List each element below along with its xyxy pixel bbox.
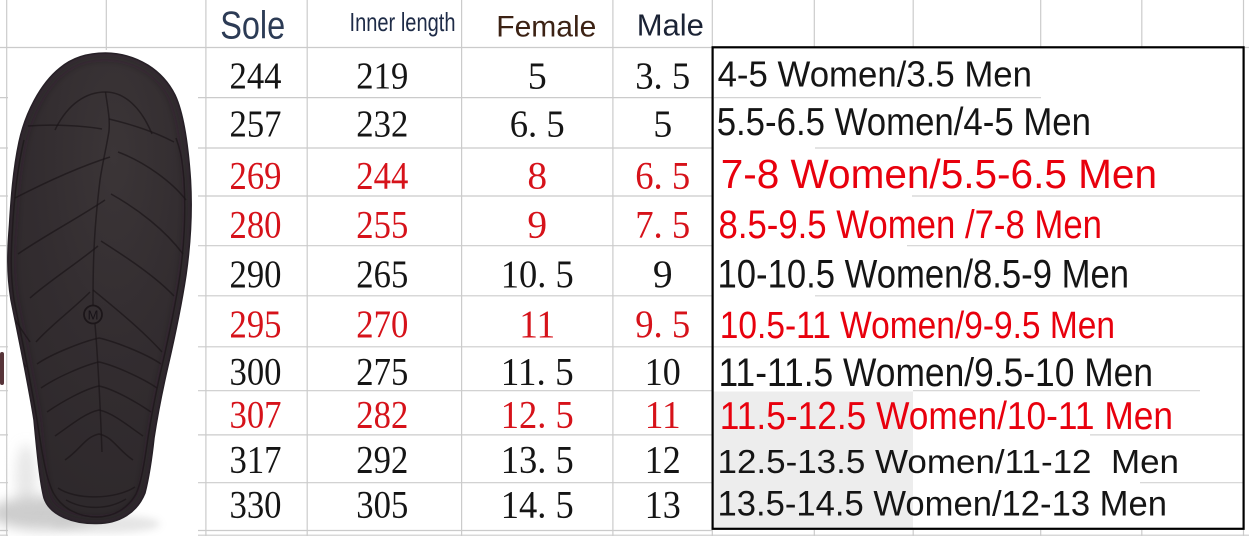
svg-text:7-8 Women/5.5-6.5 Men: 7-8 Women/5.5-6.5 Men <box>721 151 1157 197</box>
svg-text:5.5-6.5 Women/4-5 Men: 5.5-6.5 Women/4-5 Men <box>717 101 1091 144</box>
svg-text:Male: Male <box>637 7 704 42</box>
svg-text:10-10.5 Women/8.5-9 Men: 10-10.5 Women/8.5-9 Men <box>718 252 1130 296</box>
svg-text:8.5-9.5 Women /7-8 Men: 8.5-9.5 Women /7-8 Men <box>719 203 1103 247</box>
svg-text:8: 8 <box>527 153 547 197</box>
svg-text:7. 5: 7. 5 <box>635 202 690 246</box>
svg-text:9: 9 <box>653 252 673 296</box>
svg-text:270: 270 <box>356 302 408 346</box>
svg-text:M: M <box>88 308 99 323</box>
svg-text:13: 13 <box>645 483 681 527</box>
svg-text:257: 257 <box>230 104 282 146</box>
svg-text:265: 265 <box>356 252 408 296</box>
svg-text:6. 5: 6. 5 <box>510 104 565 146</box>
svg-text:12.5-13.5 Women/11-12 Men: 12.5-13.5 Women/11-12 Men <box>718 444 1180 481</box>
svg-text:14. 5: 14. 5 <box>501 483 574 527</box>
svg-text:11: 11 <box>519 302 555 346</box>
svg-text:292: 292 <box>356 438 408 482</box>
svg-text:280: 280 <box>230 202 282 246</box>
svg-text:317: 317 <box>230 438 282 482</box>
svg-text:282: 282 <box>356 393 408 437</box>
svg-text:4-5 Women/3.5 Men: 4-5 Women/3.5 Men <box>718 54 1032 95</box>
svg-text:255: 255 <box>356 202 408 246</box>
svg-text:232: 232 <box>356 104 408 146</box>
svg-text:305: 305 <box>356 483 408 527</box>
svg-text:13. 5: 13. 5 <box>501 438 574 482</box>
svg-text:Inner length: Inner length <box>350 7 456 37</box>
svg-text:12. 5: 12. 5 <box>501 393 574 437</box>
svg-text:269: 269 <box>230 153 282 197</box>
svg-text:5: 5 <box>528 55 547 97</box>
svg-text:10: 10 <box>645 350 681 394</box>
svg-text:3. 5: 3. 5 <box>635 55 690 97</box>
svg-text:9: 9 <box>527 202 547 246</box>
svg-text:275: 275 <box>356 350 408 394</box>
svg-text:9. 5: 9. 5 <box>635 302 690 346</box>
svg-text:300: 300 <box>230 350 282 394</box>
svg-text:244: 244 <box>356 153 408 197</box>
svg-text:Female: Female <box>496 10 596 43</box>
svg-text:295: 295 <box>230 302 282 346</box>
svg-text:13.5-14.5 Women/12-13 Men: 13.5-14.5 Women/12-13 Men <box>718 485 1168 524</box>
svg-text:6. 5: 6. 5 <box>635 153 690 197</box>
svg-text:11: 11 <box>645 393 681 437</box>
svg-text:5: 5 <box>653 104 672 146</box>
svg-text:244: 244 <box>230 55 282 97</box>
svg-text:290: 290 <box>230 252 282 296</box>
svg-text:330: 330 <box>230 483 282 527</box>
svg-text:307: 307 <box>230 393 282 437</box>
svg-text:219: 219 <box>356 55 408 97</box>
svg-text:10.5-11 Women/9-9.5 Men: 10.5-11 Women/9-9.5 Men <box>720 305 1115 347</box>
svg-text:10. 5: 10. 5 <box>501 252 574 296</box>
svg-text:Sole: Sole <box>220 5 285 48</box>
svg-text:11. 5: 11. 5 <box>501 350 574 394</box>
svg-text:11.5-12.5 Women/10-11 Men: 11.5-12.5 Women/10-11 Men <box>720 395 1173 438</box>
svg-text:12: 12 <box>645 438 681 482</box>
svg-text:11-11.5 Women/9.5-10 Men: 11-11.5 Women/9.5-10 Men <box>719 351 1154 395</box>
